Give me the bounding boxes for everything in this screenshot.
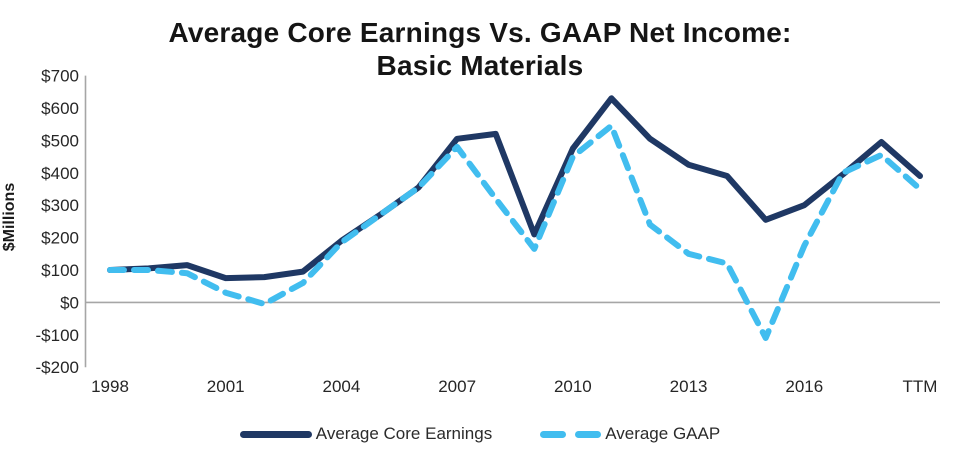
y-tick-label: -$100 [36,326,79,345]
x-tick-label: 2016 [785,377,823,396]
x-tick-label: TTM [903,377,938,396]
core-earnings-line [107,95,923,282]
chart-title-line1: Average Core Earnings Vs. GAAP Net Incom… [168,17,792,48]
y-tick-label: $500 [41,131,79,150]
y-tick-label: $400 [41,164,79,183]
x-tick-label: 2001 [207,377,245,396]
legend-item-gaap: Average GAAP [540,424,720,444]
chart-title-line2: Basic Materials [376,50,584,81]
legend-label-core-earnings: Average Core Earnings [315,424,493,443]
x-tick-label: 2004 [323,377,361,396]
y-tick-label: $0 [60,293,79,312]
chart-title: Average Core Earnings Vs. GAAP Net Incom… [0,16,960,82]
legend-label-gaap: Average GAAP [605,424,721,443]
y-axis-title: $Millions [1,182,18,252]
y-tick-label: $100 [41,261,79,280]
gaap-line-swatch [540,430,602,438]
chart-legend: Average Core Earnings Average GAAP [0,424,960,444]
y-tick-label: $700 [41,67,79,86]
y-tick-label: $300 [41,196,79,215]
x-tick-label: 2013 [670,377,708,396]
y-tick-label: $600 [41,99,79,118]
x-tick-label: 1998 [91,377,129,396]
gaap-line [107,122,923,341]
y-tick-label: $200 [41,229,79,248]
core-earnings-line-swatch [239,430,312,438]
x-tick-label: 2007 [438,377,476,396]
x-tick-label: 2010 [554,377,592,396]
y-tick-label: -$200 [36,358,79,377]
legend-item-core-earnings: Average Core Earnings [239,424,493,444]
